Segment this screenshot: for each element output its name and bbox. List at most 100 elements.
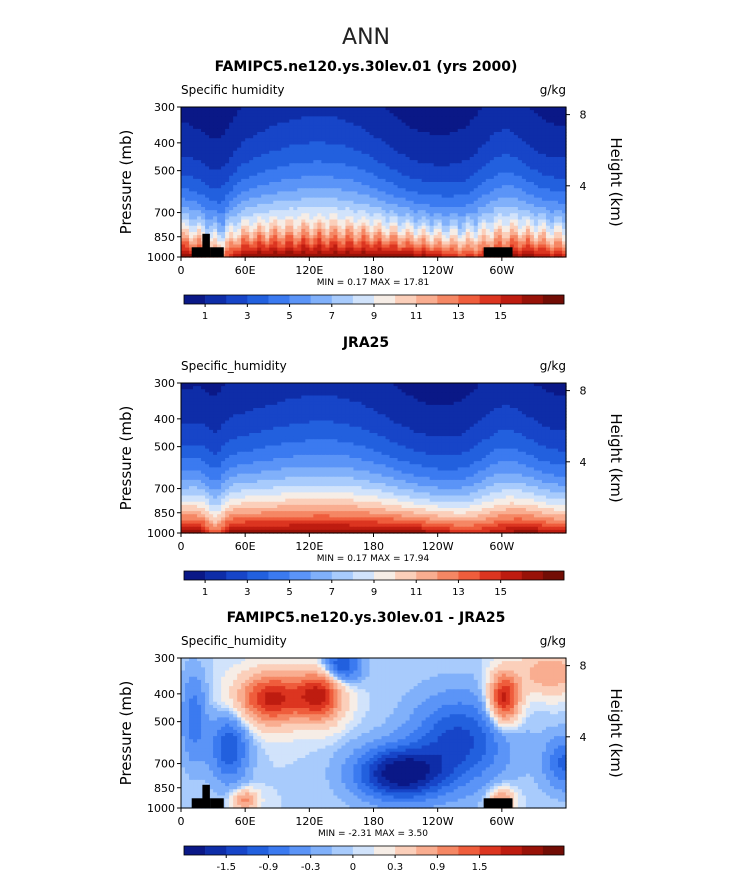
terrain-block: [202, 233, 210, 257]
colorbar-swatch: [479, 295, 501, 304]
x-tick-label: 0: [178, 815, 185, 828]
colorbar-swatch: [226, 571, 248, 580]
colorbar-label: -1.5: [216, 862, 236, 873]
colorbar-swatch: [500, 571, 523, 580]
colorbar-swatch: [205, 571, 227, 580]
colorbar: 1 3 5 7 9 11 13 15: [183, 294, 565, 322]
panel-title: JRA25: [342, 335, 389, 351]
y-tick-label: 300: [154, 652, 175, 665]
colorbar-swatch: [184, 295, 206, 304]
colorbar-swatch: [205, 295, 227, 304]
colorbar-label: 5: [286, 311, 292, 322]
y-tick-label: 850: [154, 231, 175, 244]
terrain-block: [210, 247, 224, 257]
colorbar-swatch: [521, 571, 544, 580]
x-tick-label: 120W: [422, 815, 454, 828]
colorbar-swatch: [437, 571, 459, 580]
colorbar-swatch: [374, 295, 396, 304]
colorbar-label: 0.9: [429, 862, 445, 873]
colorbar-swatch: [226, 846, 248, 855]
colorbar-swatch: [247, 295, 269, 304]
right-tick-label: 8: [580, 660, 587, 673]
colorbar-swatch: [416, 846, 438, 855]
colorbar-swatch: [437, 295, 459, 304]
y-axis-label: Pressure (mb): [117, 130, 135, 235]
colorbar-swatch: [184, 571, 206, 580]
x-tick-label: 180: [363, 264, 384, 277]
y-tick-label: 1000: [147, 251, 175, 264]
x-tick-label: 60E: [235, 815, 256, 828]
x-tick-label: 60E: [235, 264, 256, 277]
y-tick-label: 500: [154, 165, 175, 178]
colorbar-label: 3: [244, 587, 250, 598]
x-tick-label: 120W: [422, 540, 454, 553]
right-tick-label: 4: [580, 731, 587, 744]
terrain-block: [191, 798, 211, 808]
panel-title: FAMIPC5.ne120.ys.30lev.01 (yrs 2000): [215, 59, 518, 75]
x-tick-label: 60W: [489, 540, 514, 553]
y-tick-label: 700: [154, 207, 175, 220]
min-max-stats: MIN = -2.31 MAX = 3.50: [318, 829, 428, 839]
right-tick-label: 4: [580, 456, 587, 469]
x-tick-label: 120E: [295, 815, 323, 828]
x-tick-label: 60W: [489, 815, 514, 828]
colorbar-swatch: [247, 571, 269, 580]
colorbar-label: 0: [350, 862, 356, 873]
colorbar-swatch: [289, 846, 311, 855]
colorbar-label: 11: [410, 587, 423, 598]
colorbar: 1 3 5 7 9 11 13 15: [183, 570, 565, 598]
terrain-block: [191, 247, 211, 257]
y-tick-label: 1000: [147, 527, 175, 540]
units-label: g/kg: [540, 83, 566, 97]
colorbar-swatch: [268, 846, 290, 855]
right-axis-label: Height (km): [607, 688, 625, 777]
colorbar-label: -0.3: [301, 862, 321, 873]
colorbar-swatch: [352, 571, 375, 580]
right-axis-label: Height (km): [607, 413, 625, 502]
colorbar-label: 7: [329, 587, 335, 598]
x-tick-label: 60W: [489, 264, 514, 277]
y-tick-label: 400: [154, 413, 175, 426]
colorbar-label: 13: [452, 587, 465, 598]
x-tick-label: 0: [178, 264, 185, 277]
colorbar-swatch: [542, 571, 565, 580]
colorbar-swatch: [205, 846, 227, 855]
figure-title: ANN: [342, 25, 390, 50]
variable-label: Specific_humidity: [181, 634, 287, 648]
contour-field: [181, 383, 567, 534]
colorbar-swatch: [247, 846, 269, 855]
colorbar-swatch: [289, 571, 311, 580]
y-tick-label: 300: [154, 101, 175, 114]
colorbar-swatch: [310, 295, 333, 304]
colorbar-swatch: [458, 571, 480, 580]
colorbar-swatch: [310, 571, 333, 580]
y-axis-label: Pressure (mb): [117, 406, 135, 511]
colorbar-label: 15: [494, 587, 507, 598]
colorbar-swatch: [542, 295, 565, 304]
colorbar-swatch: [521, 295, 544, 304]
units-label: g/kg: [540, 359, 566, 373]
colorbar-swatch: [416, 571, 438, 580]
colorbar-label: 15: [494, 311, 507, 322]
terrain-block: [483, 798, 513, 808]
y-axis-label: Pressure (mb): [117, 681, 135, 786]
colorbar-swatch: [352, 295, 375, 304]
colorbar-swatch: [395, 295, 417, 304]
colorbar: -1.5 -0.9 -0.3 0 0.3 0.9 1.5: [183, 845, 565, 873]
colorbar-swatch: [500, 295, 523, 304]
colorbar-label: 0.3: [387, 862, 403, 873]
colorbar-swatch: [374, 571, 396, 580]
y-tick-label: 700: [154, 483, 175, 496]
colorbar-swatch: [331, 295, 354, 304]
y-tick-label: 500: [154, 716, 175, 729]
right-axis-label: Height (km): [607, 137, 625, 226]
y-tick-label: 500: [154, 441, 175, 454]
colorbar-swatch: [331, 571, 354, 580]
right-tick-label: 8: [580, 385, 587, 398]
y-tick-label: 850: [154, 507, 175, 520]
x-tick-label: 60E: [235, 540, 256, 553]
y-tick-label: 300: [154, 377, 175, 390]
colorbar-label: 1: [202, 311, 208, 322]
x-tick-label: 180: [363, 540, 384, 553]
